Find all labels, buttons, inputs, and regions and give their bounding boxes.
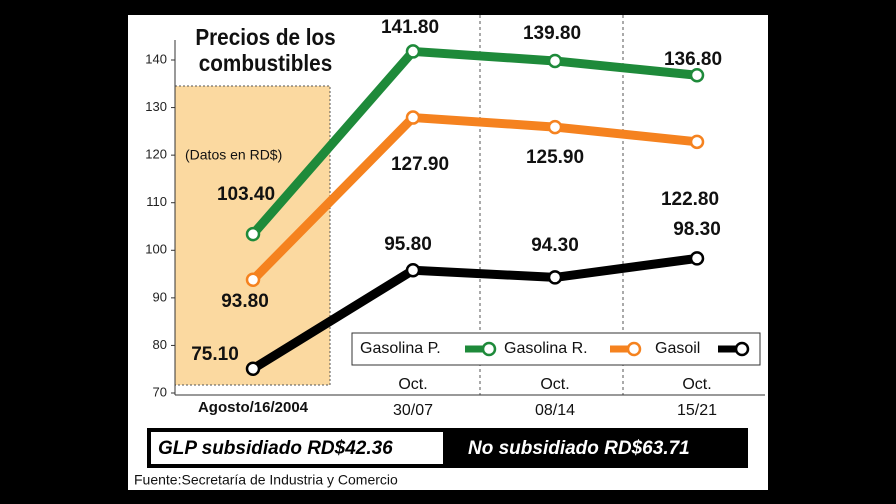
line bbox=[248, 46, 702, 239]
value-label: 136.80 bbox=[664, 49, 722, 70]
point bbox=[245, 272, 261, 288]
legend-swatch bbox=[734, 341, 750, 357]
x-tick-label: 30/07 bbox=[393, 402, 433, 419]
y-tick-label: 90 bbox=[153, 289, 167, 304]
value-label: 103.40 bbox=[217, 184, 275, 205]
x-tick-label: Oct. bbox=[398, 376, 427, 393]
point bbox=[405, 263, 421, 278]
footer-box bbox=[151, 432, 443, 464]
point bbox=[405, 44, 421, 59]
legend-label: Gasolina R. bbox=[504, 340, 588, 357]
line bbox=[248, 113, 702, 285]
value-label: 75.10 bbox=[191, 344, 239, 365]
subtitle: (Datos en RD$) bbox=[185, 147, 282, 163]
value-label: 127.90 bbox=[391, 154, 449, 175]
value-label: 98.30 bbox=[673, 219, 721, 240]
y-tick-label: 130 bbox=[145, 99, 167, 114]
x-tick-label: Oct. bbox=[682, 376, 711, 393]
value-label: 122.80 bbox=[661, 189, 719, 210]
value-label: 94.30 bbox=[531, 235, 579, 256]
legend-label: Gasolina P. bbox=[360, 340, 441, 357]
point bbox=[245, 361, 261, 376]
point bbox=[689, 67, 705, 83]
x-tick-label: 08/14 bbox=[535, 402, 575, 419]
point bbox=[405, 110, 421, 125]
value-label: 141.80 bbox=[381, 17, 439, 38]
x-tick-label: Agosto/16/2004 bbox=[198, 399, 309, 416]
source: Fuente:Secretaría de Industria y Comerci… bbox=[134, 472, 398, 488]
point bbox=[547, 53, 563, 69]
chart-title: Precios de los combustibles bbox=[195, 24, 336, 76]
value-label: 93.80 bbox=[221, 291, 269, 312]
legend-swatch bbox=[626, 341, 642, 357]
value-label: 95.80 bbox=[384, 234, 432, 255]
point bbox=[689, 251, 705, 266]
point bbox=[547, 270, 563, 285]
y-tick-label: 100 bbox=[145, 242, 167, 257]
line bbox=[248, 253, 702, 374]
annotation: No subsidiado RD$63.71 bbox=[468, 438, 690, 459]
legend-swatch bbox=[481, 341, 497, 357]
legend bbox=[351, 332, 761, 366]
y-tick-label: 70 bbox=[153, 384, 167, 399]
y-tick-label: 120 bbox=[145, 147, 167, 162]
point bbox=[245, 226, 261, 242]
point bbox=[547, 119, 563, 135]
value-label: 139.80 bbox=[523, 23, 581, 44]
y-tick-label: 140 bbox=[145, 51, 167, 66]
point bbox=[689, 134, 705, 150]
value-label: 125.90 bbox=[526, 147, 584, 168]
legend-label: Gasoil bbox=[655, 340, 700, 357]
annotation: GLP subsidiado RD$42.36 bbox=[158, 438, 393, 459]
x-tick-label: 15/21 bbox=[677, 402, 717, 419]
y-tick-label: 80 bbox=[153, 337, 167, 352]
x-tick-label: Oct. bbox=[540, 376, 569, 393]
y-tick-label: 110 bbox=[146, 194, 167, 209]
